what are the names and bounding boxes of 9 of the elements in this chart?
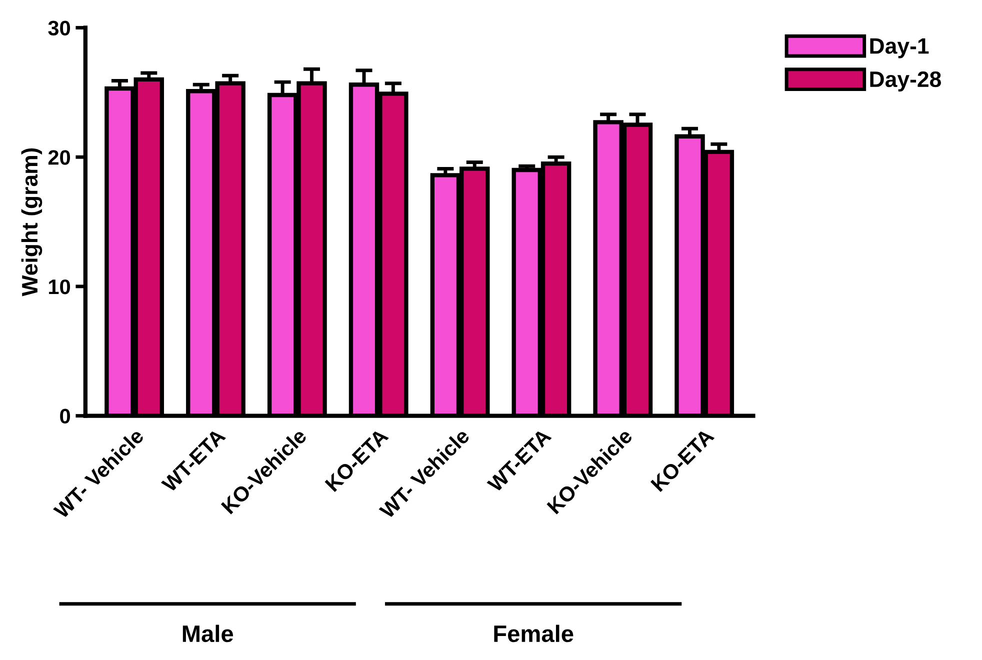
y-tick-label: 0 — [60, 408, 70, 424]
legend-label: Day-1 — [870, 38, 929, 58]
text: Female — [494, 624, 574, 642]
text: Male — [182, 624, 234, 642]
y-tick-label: 20 — [48, 150, 70, 165]
legend-label: Day-28 — [870, 71, 941, 92]
y-axis-title: Weight (gram) — [21, 148, 42, 296]
y-tick-label: 10 — [48, 279, 70, 294]
y-tick-label: 30 — [48, 20, 70, 36]
